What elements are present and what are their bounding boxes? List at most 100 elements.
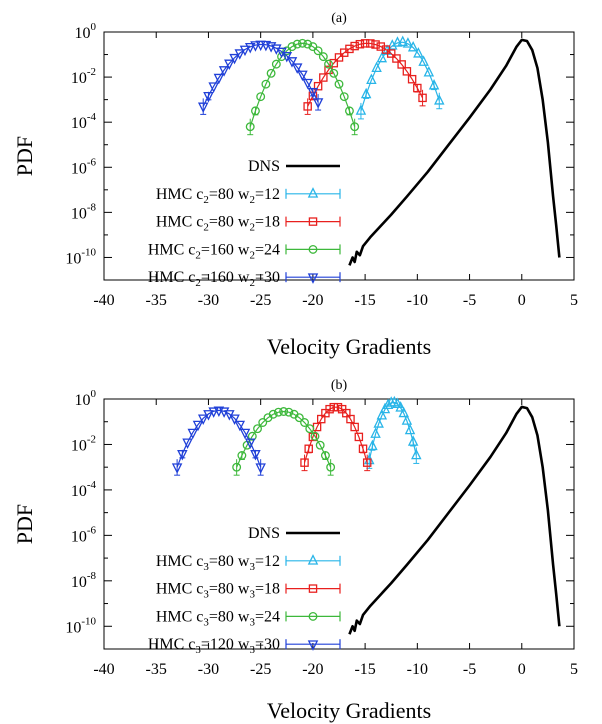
data-marker [339,92,349,102]
data-marker [234,420,246,432]
x-tick-label: -10 [407,661,428,678]
data-marker [358,444,368,454]
x-tick-label: -5 [463,292,476,309]
data-marker [334,53,344,62]
data-marker [286,57,298,68]
x-tick-label: -40 [93,292,114,309]
data-marker [376,409,388,420]
y-tick-label: 10-2 [71,66,96,87]
data-marker [407,435,419,446]
series-hmc-4 [197,40,324,115]
x-tick-label: -30 [198,661,219,678]
data-marker [284,407,294,417]
x-tick-label: -5 [463,661,476,678]
y-axis-label: PDF [12,504,37,544]
data-marker [255,40,266,52]
data-marker [224,59,235,71]
data-marker [255,463,266,474]
legend-label: HMC c2=160 w2=30 [148,269,280,289]
y-tick-label: 10-10 [65,246,96,267]
legend: DNS HMC c2=80 w2=12 HMC c2=80 w2=18 HMC c2=… [148,158,341,289]
data-marker [411,448,422,460]
series-hmc-4 [171,406,266,476]
x-tick-label: 5 [570,292,578,309]
data-marker [329,58,339,68]
data-marker [244,42,256,54]
data-marker [366,39,375,48]
data-marker [413,83,422,93]
data-marker [418,55,429,66]
data-marker [319,73,328,82]
data-marker [397,35,408,47]
data-marker [315,440,325,450]
legend-marker [308,584,318,593]
series-hmc-3 [232,407,336,476]
data-marker [297,38,307,48]
data-marker [237,451,247,460]
data-marker [273,407,283,417]
data-marker [401,414,413,425]
data-marker [392,397,403,409]
data-marker [239,428,251,440]
data-marker [334,79,344,89]
data-marker [398,406,410,418]
y-tick-label: 10-6 [71,524,97,545]
data-marker [312,98,324,109]
data-marker [197,102,209,114]
data-marker [376,51,388,63]
hmc-curve [176,409,262,468]
hmc-curve [249,42,356,127]
data-marker [287,42,297,52]
data-marker [171,463,183,474]
data-marker [382,398,394,409]
data-marker [294,413,304,423]
data-marker [350,422,359,432]
data-marker [366,73,377,85]
legend-label: HMC c3=80 w3=18 [156,581,280,601]
data-marker [247,431,257,441]
legend-label: DNS [248,525,280,542]
legend-marker [307,273,319,284]
data-marker [386,49,396,58]
x-tick-label: -15 [354,292,375,309]
y-tick-label: 10-8 [71,570,97,591]
plot-frame [103,398,575,650]
data-marker [177,450,188,461]
data-marker [434,94,445,105]
data-marker [362,458,372,467]
data-marker [324,59,334,69]
data-marker [371,40,380,49]
data-marker [256,92,266,102]
legend-label: HMC c2=80 w2=12 [156,186,280,206]
legend-label: HMC c3=80 w3=24 [156,608,280,628]
data-marker [229,414,240,426]
data-marker [281,51,293,63]
chart-panel-b: (b) -40 -35 -30 -25 -20 -15 -10 -5 0 5 100 10-2 10-4 1… [12,378,578,723]
data-marker [250,41,261,52]
data-marker [268,409,278,419]
dns-curve [348,405,561,635]
data-marker [350,122,360,132]
data-marker [258,418,268,427]
data-marker [404,423,416,435]
data-marker [392,54,401,63]
data-marker [182,438,193,449]
data-marker [300,418,309,427]
legend-label: HMC c2=160 w2=24 [148,241,280,261]
data-marker [305,424,315,434]
data-marker [310,431,320,441]
data-marker [245,122,255,132]
x-tick-label: 0 [518,292,526,309]
x-tick-label: -25 [250,661,271,678]
data-marker [271,59,281,69]
legend-marker [308,217,318,226]
x-tick-label: -20 [302,292,323,309]
data-marker [360,87,372,99]
series-dns [348,405,561,635]
x-tick-label: -10 [407,292,428,309]
chart-title: (b) [331,378,348,393]
data-marker [234,49,246,60]
legend-marker [307,554,319,565]
data-marker [203,91,214,103]
data-marker [373,417,384,428]
